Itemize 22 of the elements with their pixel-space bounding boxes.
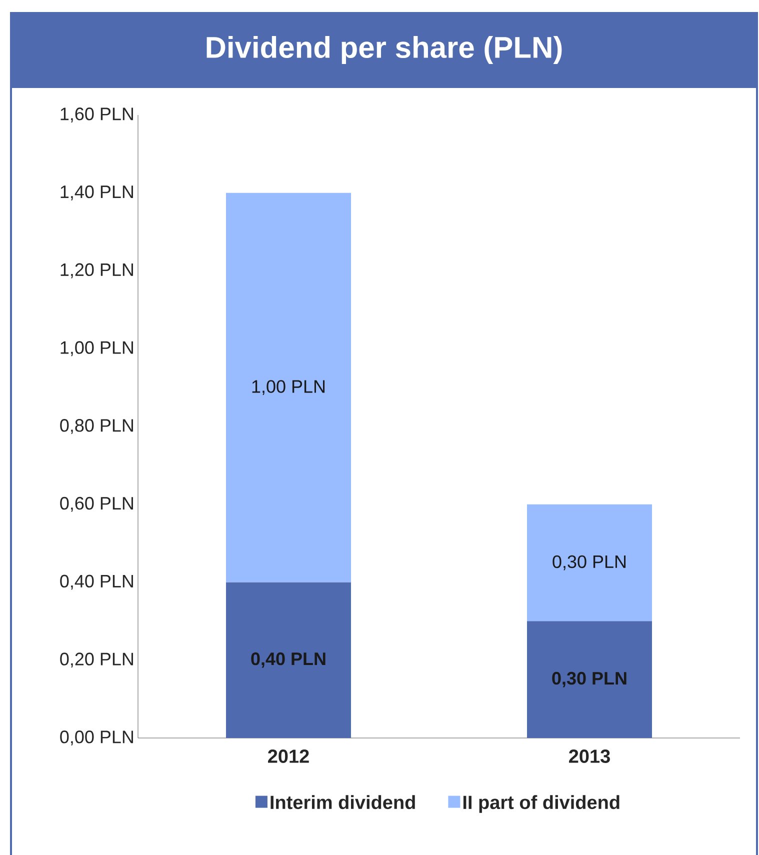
y-tick-label: 0,20 PLN [60,652,133,668]
data-label: 0,30 PLN [552,672,626,688]
y-tick-label: 0,60 PLN [60,496,133,512]
data-label: 0,40 PLN [251,652,326,668]
data-label: 0,30 PLN [552,555,626,570]
bar [526,504,652,622]
y-tick-label: 0,40 PLN [60,574,133,590]
y-tick-label: 0,80 PLN [60,419,133,434]
x-tick-label: 2012 [268,750,309,763]
data-label: 1,00 PLN [252,380,325,395]
bar [226,582,351,738]
y-tick-label: 0,00 PLN [60,730,133,746]
legend-label: II part of dividend [463,795,620,813]
y-tick-label: 1,00 PLN [60,341,133,356]
y-tick-label: 1,20 PLN [60,263,133,278]
y-tick-label: 1,60 PLN [60,108,133,122]
x-tick-label: 2013 [569,750,610,764]
chart-title: Dividend per share (PLN) [206,36,562,64]
y-tick-label: 1,40 PLN [60,185,133,200]
bar [526,621,652,738]
bar [226,192,351,582]
legend-label: Interim dividend [270,795,415,810]
